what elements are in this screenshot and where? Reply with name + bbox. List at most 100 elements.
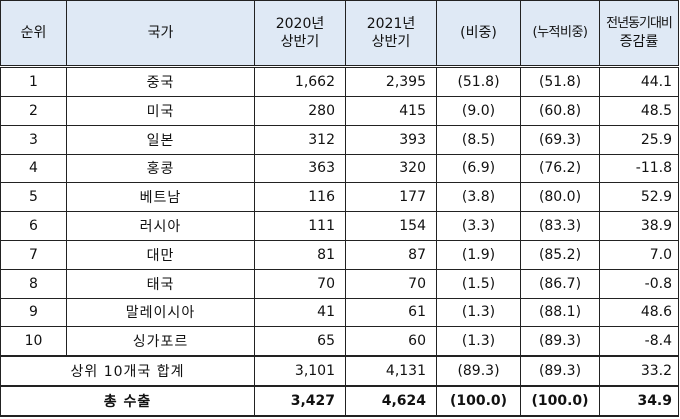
cell-share: (1.3): [436, 297, 521, 328]
total-share: (100.0): [436, 385, 521, 417]
cell-2021: 2,395: [345, 66, 437, 97]
cell-yoy: 25.9: [599, 124, 679, 155]
header-country: 국가: [66, 0, 255, 68]
cell-yoy: 52.9: [599, 182, 679, 213]
cell-cum-share: (51.8): [520, 66, 600, 97]
cell-2020: 65: [254, 326, 346, 357]
header-yoy-line2: 증감률: [619, 34, 659, 50]
cell-2020: 70: [254, 268, 346, 299]
cell-cum-share: (76.2): [520, 153, 600, 184]
header-share: (비중): [436, 0, 521, 68]
table-row: 2 미국 280 415 (9.0) (60.8) 48.5: [0, 95, 679, 126]
cell-2020: 363: [254, 153, 346, 184]
cell-cum-share: (88.1): [520, 297, 600, 328]
summary-yoy: 33.2: [599, 355, 679, 387]
total-cum-share: (100.0): [520, 385, 600, 417]
cell-yoy: 44.1: [599, 66, 679, 97]
header-yoy-line1: 전년동기대비: [606, 16, 673, 31]
cell-2020: 81: [254, 239, 346, 270]
header-2020: 2020년 상반기: [254, 0, 346, 68]
cell-yoy: -0.8: [599, 268, 679, 299]
table-row: 10 싱가포르 65 60 (1.3) (89.3) -8.4: [0, 326, 679, 357]
cell-share: (1.9): [436, 239, 521, 270]
cell-cum-share: (89.3): [520, 326, 600, 357]
cell-2021: 61: [345, 297, 437, 328]
cell-cum-share: (80.0): [520, 182, 600, 213]
header-cum-share: (누적비중): [520, 0, 600, 68]
header-2021: 2021년 상반기: [345, 0, 437, 68]
summary-share: (89.3): [436, 355, 521, 387]
header-2021-line1: 2021년: [366, 16, 416, 32]
cell-2021: 393: [345, 124, 437, 155]
cell-share: (6.9): [436, 153, 521, 184]
header-2020-line1: 2020년: [275, 16, 325, 32]
cell-share: (1.5): [436, 268, 521, 299]
cell-rank: 2: [0, 95, 67, 126]
summary-cum-share: (89.3): [520, 355, 600, 387]
cell-yoy: -11.8: [599, 153, 679, 184]
table-row: 8 태국 70 70 (1.5) (86.7) -0.8: [0, 268, 679, 299]
cell-rank: 8: [0, 268, 67, 299]
table-row: 3 일본 312 393 (8.5) (69.3) 25.9: [0, 124, 679, 155]
total-2020: 3,427: [254, 385, 346, 417]
table-row: 9 말레이시아 41 61 (1.3) (88.1) 48.6: [0, 297, 679, 328]
header-row: 순위 국가 2020년 상반기 2021년 상반기 (비중) (누적비중) 전년…: [0, 0, 679, 68]
cell-2021: 87: [345, 239, 437, 270]
cell-yoy: 48.6: [599, 297, 679, 328]
table-body: 1 중국 1,662 2,395 (51.8) (51.8) 44.1 2 미국 280 415 (9…: [0, 66, 679, 417]
cell-2021: 177: [345, 182, 437, 213]
cell-yoy: -8.4: [599, 326, 679, 357]
cell-country: 러시아: [66, 211, 255, 241]
cell-country: 말레이시아: [66, 297, 255, 328]
cell-rank: 4: [0, 153, 67, 184]
cell-country: 일본: [66, 124, 255, 155]
cell-rank: 7: [0, 239, 67, 270]
cell-share: (9.0): [436, 95, 521, 126]
cell-country: 홍콩: [66, 153, 255, 184]
header-2021-line2: 상반기: [371, 34, 411, 50]
summary-label: 상위 10개국 합계: [0, 355, 255, 387]
cell-rank: 1: [0, 66, 67, 97]
summary-row: 상위 10개국 합계 3,101 4,131 (89.3) (89.3) 33.2: [0, 355, 679, 387]
total-row: 총 수출 3,427 4,624 (100.0) (100.0) 34.9: [0, 385, 679, 417]
cell-country: 중국: [66, 66, 255, 97]
cell-2020: 312: [254, 124, 346, 155]
cell-share: (51.8): [436, 66, 521, 97]
cell-2020: 280: [254, 95, 346, 126]
cell-2021: 60: [345, 326, 437, 357]
total-label: 총 수출: [0, 385, 255, 417]
cell-country: 태국: [66, 268, 255, 299]
cell-2021: 320: [345, 153, 437, 184]
cell-yoy: 38.9: [599, 211, 679, 241]
cell-2020: 116: [254, 182, 346, 213]
cell-share: (8.5): [436, 124, 521, 155]
total-2021: 4,624: [345, 385, 437, 417]
cell-yoy: 48.5: [599, 95, 679, 126]
cell-country: 대만: [66, 239, 255, 270]
cell-cum-share: (86.7): [520, 268, 600, 299]
cell-cum-share: (69.3): [520, 124, 600, 155]
cell-country: 싱가포르: [66, 326, 255, 357]
table-row: 6 러시아 111 154 (3.3) (83.3) 38.9: [0, 211, 679, 241]
cell-2021: 70: [345, 268, 437, 299]
table-row: 4 홍콩 363 320 (6.9) (76.2) -11.8: [0, 153, 679, 184]
cell-2021: 415: [345, 95, 437, 126]
cell-cum-share: (83.3): [520, 211, 600, 241]
cell-rank: 9: [0, 297, 67, 328]
cell-2020: 41: [254, 297, 346, 328]
summary-2021: 4,131: [345, 355, 437, 387]
header-yoy: 전년동기대비 증감률: [599, 0, 679, 68]
cell-share: (3.8): [436, 182, 521, 213]
cell-rank: 10: [0, 326, 67, 357]
cell-country: 미국: [66, 95, 255, 126]
cell-cum-share: (60.8): [520, 95, 600, 126]
cell-2020: 1,662: [254, 66, 346, 97]
cell-share: (1.3): [436, 326, 521, 357]
header-rank: 순위: [0, 0, 67, 68]
table-row: 1 중국 1,662 2,395 (51.8) (51.8) 44.1: [0, 66, 679, 97]
cell-2020: 111: [254, 211, 346, 241]
cell-rank: 3: [0, 124, 67, 155]
cell-share: (3.3): [436, 211, 521, 241]
